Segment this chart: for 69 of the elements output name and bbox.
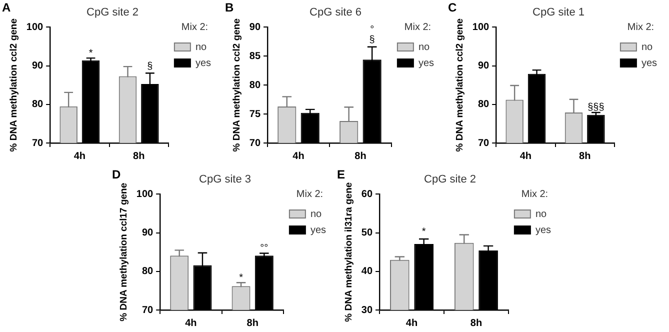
legend-label: no	[195, 42, 207, 53]
y-tick-label: 70	[32, 138, 44, 149]
y-axis-title: % DNA methylation il31ra gene	[343, 182, 354, 322]
legend-title: Mix 2:	[521, 188, 548, 200]
y-tick-label: 90	[32, 60, 44, 72]
x-tick-label: 4h	[74, 150, 86, 162]
chart-title: CpG site 2	[86, 6, 138, 19]
x-tick-label: 8h	[133, 150, 145, 162]
x-tick-label: 8h	[354, 150, 366, 162]
y-axis-title: % DNA methylation ccl2 gene	[8, 18, 20, 152]
chart-title: CpG site 6	[310, 6, 362, 19]
annotation: °°	[260, 243, 268, 254]
y-tick-label: 80	[142, 266, 154, 278]
x-tick-label: 8h	[470, 318, 482, 329]
chart-title: CpG site 3	[199, 174, 251, 186]
legend-title: Mix 2:	[296, 188, 324, 200]
y-tick-label: 90	[478, 60, 490, 72]
y-tick-label: 70	[142, 304, 154, 316]
text: B	[225, 0, 234, 14]
y-tick-label: 85	[249, 50, 261, 62]
y-tick-label: 60	[361, 188, 373, 200]
y-tick-label: 70	[478, 138, 490, 149]
legend-title: Mix 2:	[404, 22, 432, 33]
legend-label: no	[535, 208, 547, 220]
legend-label: yes	[418, 58, 434, 69]
x-tick-label: 8h	[579, 150, 591, 162]
y-tick-label: 40	[361, 266, 373, 278]
y-axis-title: % DNA methylation ccl2 gene	[231, 18, 242, 152]
x-tick-label: 4h	[520, 150, 532, 162]
y-tick-label: 50	[361, 228, 373, 239]
legend-label: yes	[195, 58, 211, 69]
y-tick-label: 70	[249, 138, 261, 149]
x-tick-label: 4h	[185, 318, 197, 329]
legend-label: yes	[641, 58, 657, 69]
legend-label: yes	[535, 224, 551, 236]
legend-title: Mix 2:	[627, 22, 654, 33]
y-tick-label: 100	[26, 22, 44, 33]
annotation: *	[239, 272, 244, 284]
legend-label: no	[418, 42, 430, 53]
legend-label: yes	[310, 224, 326, 236]
x-tick-label: 4h	[406, 318, 418, 329]
legend-label: no	[641, 42, 653, 53]
y-tick-label: 90	[249, 22, 261, 33]
annotation: *	[422, 226, 426, 238]
x-tick-label: 8h	[246, 318, 258, 329]
x-tick-label: 4h	[292, 150, 304, 162]
y-tick-label: 75	[249, 108, 261, 120]
y-tick-label: 80	[249, 80, 261, 91]
y-tick-label: 90	[142, 228, 154, 239]
text: E	[337, 167, 346, 182]
annotation: §	[147, 60, 153, 72]
y-tick-label: 80	[32, 99, 44, 110]
y-tick-label: 30	[361, 304, 373, 316]
annotation: §	[369, 34, 375, 46]
y-tick-label: 100	[472, 22, 490, 33]
y-tick-label: 100	[136, 188, 154, 200]
chart-title: CpG site 2	[424, 174, 476, 186]
legend-label: no	[310, 208, 322, 220]
text: C	[448, 0, 457, 14]
annotation: °	[370, 24, 374, 36]
text: A	[2, 0, 11, 14]
y-axis-title: % DNA methylation ccl17 gene	[118, 182, 130, 322]
legend-title: Mix 2:	[181, 22, 208, 33]
chart-title: CpG site 1	[532, 6, 584, 19]
y-tick-label: 80	[478, 99, 490, 110]
annotation: §§§	[588, 102, 604, 113]
y-axis-title: % DNA methylation ccl2 gene	[454, 18, 466, 152]
annotation: *	[88, 48, 93, 59]
text: D	[112, 167, 121, 182]
